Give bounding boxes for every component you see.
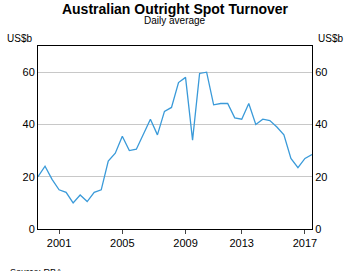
svg-text:US$b: US$b — [318, 33, 343, 44]
svg-text:Australian Outright Spot Turno: Australian Outright Spot Turnover — [62, 1, 289, 17]
svg-text:20: 20 — [23, 171, 35, 183]
svg-text:2017: 2017 — [293, 237, 317, 249]
svg-text:40: 40 — [23, 118, 35, 130]
svg-text:Daily average: Daily average — [144, 15, 206, 26]
svg-text:60: 60 — [23, 66, 35, 78]
svg-text:2013: 2013 — [229, 237, 253, 249]
svg-text:60: 60 — [315, 66, 327, 78]
svg-text:20: 20 — [315, 171, 327, 183]
svg-text:Source: RBA: Source: RBA — [10, 267, 62, 271]
svg-text:0: 0 — [29, 223, 35, 235]
svg-text:US$b: US$b — [7, 33, 32, 44]
svg-text:2001: 2001 — [47, 237, 71, 249]
svg-text:0: 0 — [315, 223, 321, 235]
svg-text:2005: 2005 — [110, 237, 134, 249]
svg-text:40: 40 — [315, 118, 327, 130]
svg-text:2009: 2009 — [173, 237, 197, 249]
